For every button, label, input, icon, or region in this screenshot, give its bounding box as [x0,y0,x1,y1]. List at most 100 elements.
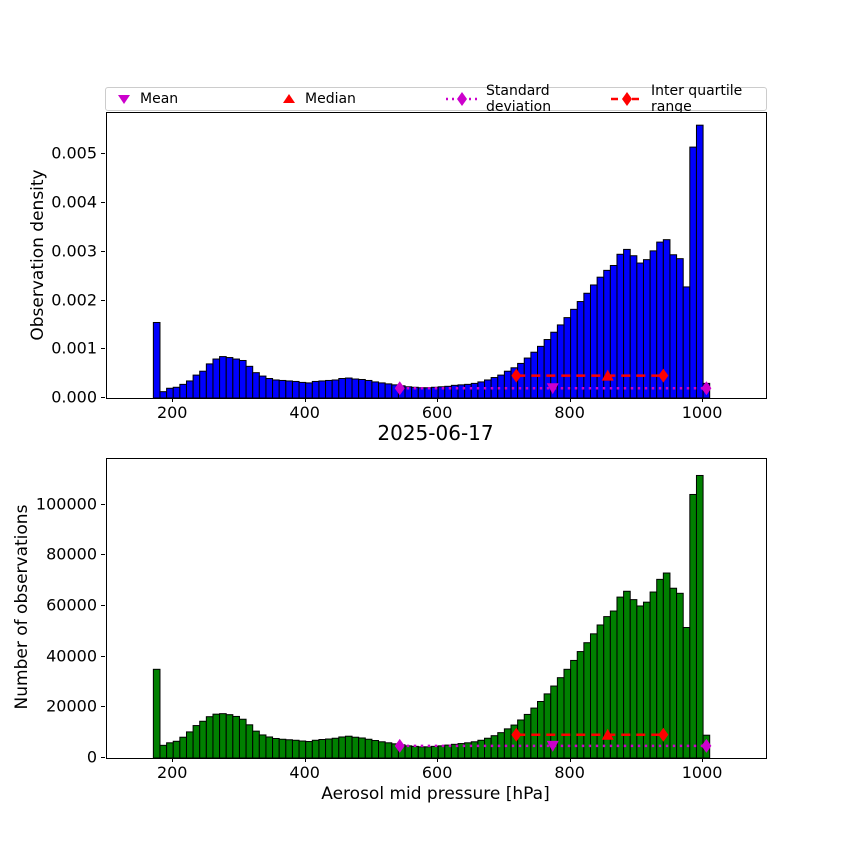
hist-bar [344,377,353,398]
hist-bar [563,317,572,398]
y-tick-mark [101,655,105,657]
legend-label-mean: Mean [140,91,179,107]
hist-bar [537,345,545,398]
hist-bar [265,736,274,758]
hist-bar [305,741,313,758]
y-tick-label: 0.002 [51,290,97,310]
hist-bar [205,716,214,758]
hist-bar [245,365,254,398]
hist-bar [152,668,161,758]
x-tick-mark [172,758,174,762]
mean-marker [546,383,559,395]
hist-bar [682,286,691,398]
hist-bar [589,633,598,758]
hist-bar [166,742,174,758]
hist-bar [669,254,678,398]
hist-bar [689,146,697,398]
x-tick-mark [569,758,571,762]
y-tick-mark [101,757,105,758]
hist-bar [543,693,552,758]
y-tick-label: 40000 [46,646,97,666]
hist-bar [642,259,651,398]
hist-bar [364,738,373,758]
legend-label-median: Median [305,91,356,107]
hist-bar [185,731,194,758]
y-tick-mark [101,153,105,155]
legend-label-iqr: Inter quartile range [651,83,743,115]
hist-bar [291,739,300,758]
x-tick-label: 200 [156,763,188,782]
hist-bar [311,739,320,758]
legend: Mean Median Standard deviation Inter qua… [105,83,767,115]
hist-bar [185,380,194,398]
x-tick-label: 800 [554,403,585,422]
legend-item-iqr: Inter quartile range [601,83,766,115]
mean-triangle-down-icon [118,95,130,104]
x-tick-mark [437,398,439,402]
hist-bar [689,493,697,758]
y-tick-mark [101,202,105,204]
y-tick-label: 0.001 [51,338,97,358]
hist-bar [583,642,591,758]
stat-diamond-marker [394,738,405,753]
hist-bar [298,381,307,398]
hist-bar [537,700,545,758]
hist-bar [484,737,492,758]
hist-bar [523,713,532,758]
hist-bar [477,381,486,398]
hist-bar [351,736,360,758]
hist-bar [589,284,598,398]
hist-bar [378,741,386,758]
x-tick-label: 600 [421,403,453,422]
hist-bar [291,380,300,398]
hist-bar [285,739,293,758]
hist-bar [629,255,638,398]
hist-bar [676,258,684,398]
hist-bar [503,728,512,758]
x-tick-label: 200 [156,403,188,422]
hist-bar [338,378,346,398]
top-y-axis-label: Observation density [28,169,48,341]
hist-bar [192,725,201,758]
hist-bar [311,380,320,398]
bottom-histogram-axes [106,458,767,759]
legend-item-median: Median [271,88,436,110]
hist-bar [219,356,227,398]
hist-bar [457,384,466,398]
x-tick-mark [304,758,306,762]
hist-bar [431,745,439,758]
y-tick-label: 0.004 [51,192,97,212]
y-tick-label: 20000 [46,696,97,716]
hist-bar [172,386,181,398]
hist-bar [576,651,585,758]
hist-bar [159,391,168,398]
y-tick-label: 0.000 [51,387,97,407]
hist-bar [629,599,638,758]
legend-label-std: Standard deviation [486,83,552,115]
x-tick-label: 1000 [681,403,723,422]
stat-diamond-marker [658,368,669,383]
hist-bar [232,358,240,398]
hist-bar [179,383,187,398]
hist-bar [245,724,254,758]
hist-bar [530,707,539,758]
stat-diamond-marker [658,727,669,742]
hist-bar [669,587,678,758]
hist-bar [503,370,512,398]
hist-bar [199,720,207,758]
hist-bar [252,372,260,398]
y-tick-mark [101,604,105,606]
legend-item-mean: Mean [106,88,271,110]
hist-bar [576,301,585,398]
hist-bar [570,659,578,758]
hist-bar [325,738,333,758]
hist-bar [437,745,446,758]
hist-bar [477,739,486,758]
hist-bar [331,737,340,758]
median-marker [601,369,614,381]
x-tick-label: 400 [289,763,320,782]
hist-bar [517,719,525,758]
hist-bar [232,715,240,758]
hist-bar [364,379,373,398]
hist-bar [371,381,380,398]
